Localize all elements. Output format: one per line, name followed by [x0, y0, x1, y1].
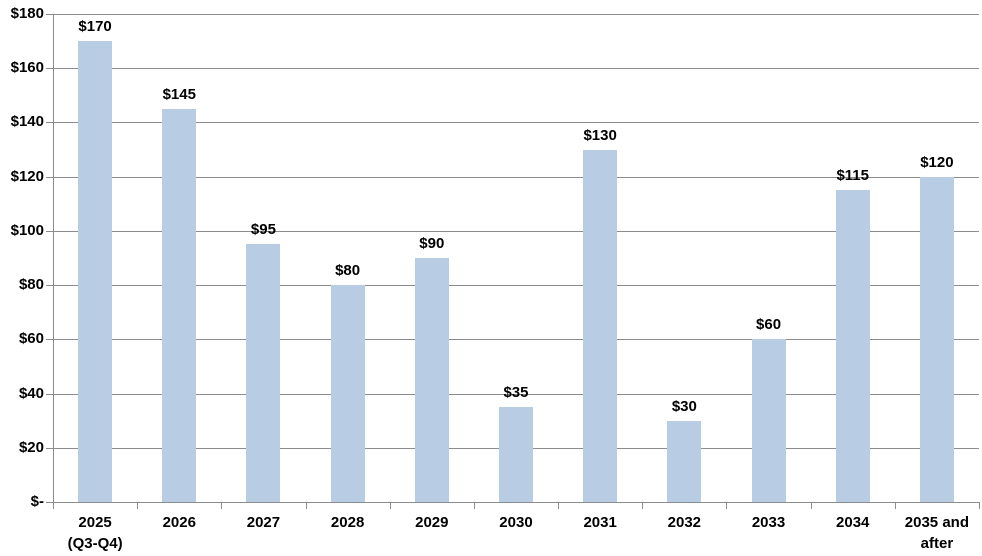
x-axis-tick — [305, 502, 307, 509]
bar — [499, 407, 533, 502]
x-tick-label: 2025 (Q3-Q4) — [45, 512, 145, 554]
y-tick-label: $80 — [18, 276, 44, 294]
x-tick-label-line: 2027 — [246, 514, 281, 531]
gridline — [53, 14, 979, 15]
x-tick-label: 2029 — [382, 512, 482, 533]
x-axis-line — [53, 502, 979, 503]
x-tick-label: 2033 — [718, 512, 818, 533]
x-axis-tick — [389, 502, 391, 509]
bar — [78, 41, 113, 502]
bar-value-label: $145 — [162, 85, 196, 103]
x-tick-label: 2026 — [129, 512, 229, 533]
x-tick-label: 2028 — [298, 512, 398, 533]
x-tick-label: 2030 — [466, 512, 566, 533]
x-axis-tick — [473, 502, 475, 509]
bar-value-label: $95 — [250, 221, 276, 239]
x-tick-label: 2027 — [213, 512, 313, 533]
x-tick-label-line: 2029 — [415, 514, 449, 531]
x-tick-label: 2032 — [634, 512, 734, 533]
bar-value-label: $35 — [503, 384, 529, 402]
x-tick-label-line: 2031 — [583, 514, 617, 531]
gridline — [53, 339, 979, 341]
bar-value-label: $115 — [836, 167, 869, 185]
y-axis-tick — [46, 339, 53, 341]
bar — [667, 420, 702, 502]
x-tick-label-line: 2035 and — [904, 514, 969, 531]
y-axis-tick — [46, 68, 53, 70]
x-axis-tick — [894, 502, 896, 509]
x-axis-tick — [726, 502, 728, 509]
bar — [835, 190, 870, 502]
x-axis-tick — [979, 502, 980, 509]
y-tick-label: $140 — [10, 113, 44, 131]
gridline — [53, 122, 979, 124]
x-axis-tick — [558, 502, 560, 509]
x-tick-label: 2034 — [803, 512, 903, 533]
x-tick-label-line: after — [920, 535, 954, 552]
y-axis-line — [53, 14, 54, 503]
bar-value-label: $60 — [756, 316, 782, 334]
x-axis-tick — [642, 502, 644, 509]
gridline — [53, 230, 979, 232]
x-axis-tick — [137, 502, 139, 509]
x-axis-tick — [53, 502, 54, 509]
x-tick-label: 2031 — [550, 512, 650, 533]
y-tick-label: $20 — [18, 438, 44, 456]
gridline — [53, 176, 979, 178]
x-tick-label: 2035 and after — [887, 512, 982, 554]
x-tick-label-line: 2033 — [751, 514, 786, 531]
y-tick-label: $100 — [10, 221, 44, 239]
y-tick-label: $120 — [10, 167, 44, 185]
bar — [919, 176, 954, 502]
gridline — [53, 393, 979, 395]
bar-value-label: $130 — [583, 126, 617, 144]
y-axis-tick — [46, 447, 53, 449]
bar — [162, 108, 197, 502]
x-axis-tick — [810, 502, 812, 509]
gridline — [53, 285, 979, 287]
y-axis-tick — [46, 393, 53, 395]
x-tick-label-line: (Q3-Q4) — [67, 535, 123, 552]
bar-value-label: $120 — [920, 153, 954, 171]
bar — [414, 258, 449, 502]
y-axis-tick — [46, 14, 53, 15]
bar-value-label: $30 — [671, 397, 697, 415]
bar-value-label: $80 — [335, 262, 361, 280]
y-axis-tick — [46, 502, 53, 503]
x-tick-label-line: 2030 — [499, 514, 533, 531]
gridline — [53, 68, 979, 70]
bar — [583, 149, 618, 502]
bar — [246, 244, 281, 502]
y-tick-label: $60 — [18, 330, 44, 348]
bar-value-label: $170 — [78, 18, 112, 36]
bar — [330, 285, 365, 502]
y-tick-label: $180 — [10, 5, 44, 22]
y-axis-tick — [46, 122, 53, 124]
bar-value-label: $90 — [419, 235, 445, 252]
x-tick-label-line: 2028 — [330, 514, 365, 531]
x-tick-label-line: 2032 — [667, 514, 702, 531]
y-axis-tick — [46, 230, 53, 232]
y-tick-label: $160 — [10, 59, 44, 77]
y-tick-label: $40 — [18, 384, 44, 402]
y-axis-tick — [46, 285, 53, 287]
x-tick-label-line: 2025 — [78, 514, 112, 531]
y-tick-label: $- — [30, 493, 44, 510]
x-tick-label-line: 2026 — [162, 514, 196, 531]
x-tick-label-line: 2034 — [836, 514, 870, 531]
bar — [751, 339, 786, 502]
y-axis-tick — [46, 176, 53, 178]
x-axis-tick — [221, 502, 223, 509]
